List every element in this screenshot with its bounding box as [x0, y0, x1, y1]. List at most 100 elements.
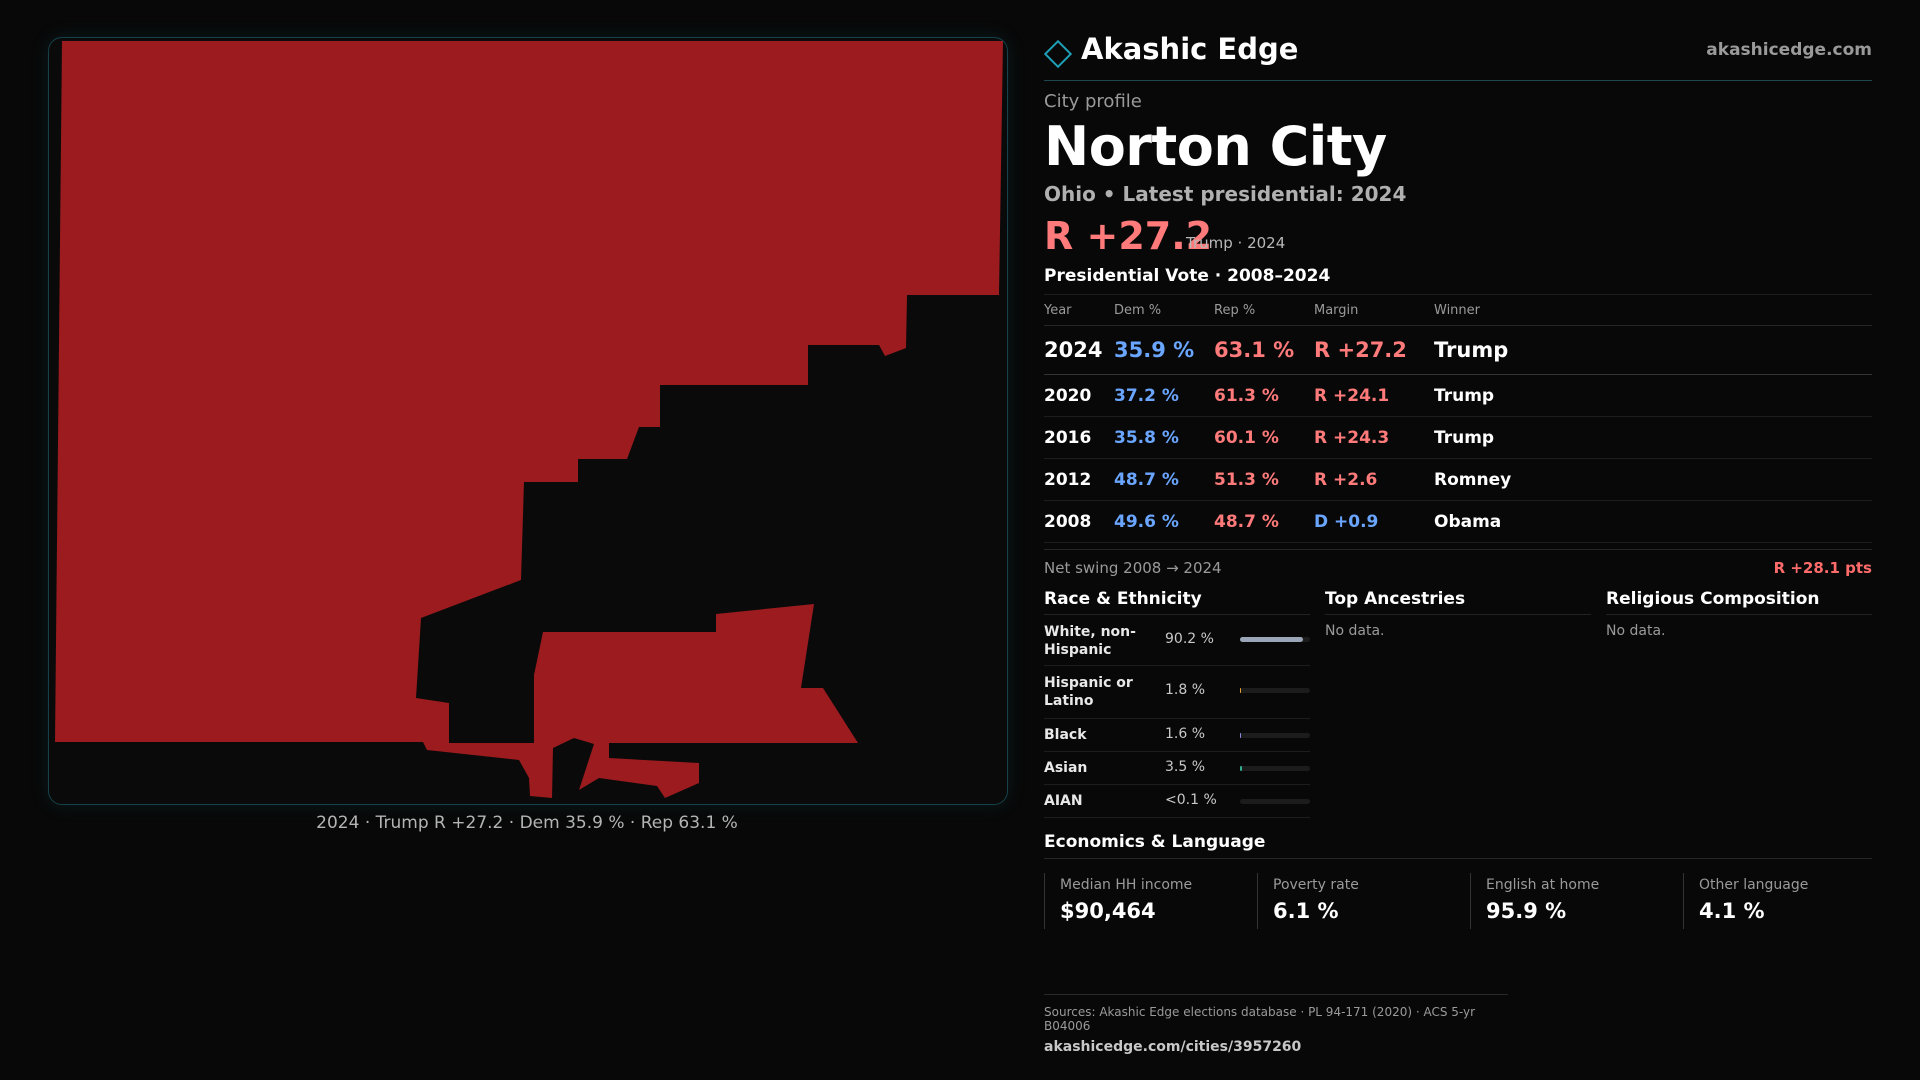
econ-label: Median HH income [1060, 877, 1193, 893]
econ-card-poverty: Poverty rate 6.1 % [1257, 873, 1447, 929]
race-value: 1.8 % [1165, 682, 1206, 698]
header-winner: Winner [1434, 295, 1872, 326]
econ-value: $90,464 [1060, 899, 1156, 923]
cell-year: 2016 [1044, 416, 1114, 459]
ancestries-empty: No data. [1325, 623, 1385, 639]
cell-dem: 35.8 % [1114, 416, 1214, 459]
race-section-title: Race & Ethnicity [1044, 584, 1310, 615]
cell-year: 2020 [1044, 374, 1114, 417]
econ-card-english: English at home 95.9 % [1470, 873, 1660, 929]
cell-rep: 51.3 % [1214, 458, 1314, 501]
header-rep: Rep % [1214, 295, 1314, 326]
header-margin: Margin [1314, 295, 1434, 326]
headline-margin: R +27.2 [1044, 214, 1213, 258]
net-swing-label: Net swing 2008 → 2024 [1044, 559, 1222, 577]
race-label: Asian [1044, 760, 1088, 776]
cell-year: 2012 [1044, 458, 1114, 501]
cell-winner: Trump [1434, 325, 1872, 375]
race-label: White, non-Hispanic [1044, 624, 1136, 658]
cell-year: 2008 [1044, 500, 1114, 543]
net-swing: Net swing 2008 → 2024 R +28.1 pts [1044, 549, 1872, 584]
economics-cards: Median HH income $90,464 Poverty rate 6.… [1044, 873, 1872, 943]
sources-url-link[interactable]: akashicedge.com/cities/3957260 [1044, 1039, 1302, 1055]
cell-dem: 35.9 % [1114, 325, 1214, 375]
race-bar [1240, 637, 1310, 642]
race-row: Asian 3.5 % [1044, 752, 1310, 785]
brand-url-link[interactable]: akashicedge.com [1706, 40, 1872, 60]
race-label: AIAN [1044, 793, 1083, 809]
race-bar-fill [1240, 637, 1304, 642]
header-dem: Dem % [1114, 295, 1214, 326]
page-kicker: City profile [1044, 91, 1142, 112]
brand-header: Akashic Edge akashicedge.com [1043, 30, 1872, 81]
race-bar-fill [1240, 766, 1243, 771]
race-row: AIAN <0.1 % [1044, 785, 1310, 818]
race-value: 1.6 % [1165, 726, 1206, 742]
race-bar-fill [1240, 733, 1242, 738]
cell-dem: 49.6 % [1114, 500, 1214, 543]
brand-name[interactable]: Akashic Edge [1081, 32, 1299, 66]
table-row: 2016 35.8 % 60.1 % R +24.3 Trump [1044, 416, 1872, 459]
race-row: White, non-Hispanic 90.2 % [1044, 615, 1310, 666]
cell-dem: 48.7 % [1114, 458, 1214, 501]
race-row: Hispanic or Latino 1.8 % [1044, 666, 1310, 719]
cell-rep: 48.7 % [1214, 500, 1314, 543]
headline-result: R +27.2 Trump · 2024 [1044, 214, 1872, 258]
race-bar [1240, 799, 1310, 804]
cell-margin: D +0.9 [1314, 500, 1434, 543]
econ-card-income: Median HH income $90,464 [1044, 873, 1234, 929]
econ-value: 6.1 % [1273, 899, 1339, 923]
vote-section-title: Presidential Vote · 2008–2024 [1044, 266, 1872, 295]
cell-year: 2024 [1044, 325, 1114, 375]
sources-footer: Sources: Akashic Edge elections database… [1044, 994, 1508, 1055]
table-row: 2008 49.6 % 48.7 % D +0.9 Obama [1044, 500, 1872, 543]
race-row: Black 1.6 % [1044, 719, 1310, 752]
cell-winner: Trump [1434, 416, 1872, 459]
cell-margin: R +27.2 [1314, 325, 1434, 375]
econ-card-other-language: Other language 4.1 % [1683, 873, 1873, 929]
cell-rep: 60.1 % [1214, 416, 1314, 459]
cell-margin: R +24.1 [1314, 374, 1434, 417]
economics-section-title: Economics & Language [1044, 826, 1872, 859]
econ-label: English at home [1486, 877, 1600, 893]
econ-value: 95.9 % [1486, 899, 1567, 923]
presidential-vote-table: Year Dem % Rep % Margin Winner 2024 35.9… [1044, 295, 1872, 543]
cell-margin: R +2.6 [1314, 458, 1434, 501]
diamond-icon [1043, 39, 1073, 69]
net-swing-value: R +28.1 pts [1773, 559, 1872, 577]
page-subtitle: Ohio • Latest presidential: 2024 [1044, 182, 1407, 206]
table-row: 2020 37.2 % 61.3 % R +24.1 Trump [1044, 374, 1872, 417]
city-boundary-shape [55, 41, 1003, 798]
cell-rep: 63.1 % [1214, 325, 1314, 375]
race-bar [1240, 688, 1310, 693]
race-label: Hispanic or Latino [1044, 675, 1133, 709]
religion-section: Religious Composition No data. [1606, 584, 1872, 639]
table-row: 2012 48.7 % 51.3 % R +2.6 Romney [1044, 458, 1872, 501]
econ-value: 4.1 % [1699, 899, 1765, 923]
religion-section-title: Religious Composition [1606, 584, 1872, 615]
race-value: 3.5 % [1165, 759, 1206, 775]
race-value: 90.2 % [1165, 631, 1214, 647]
cell-winner: Obama [1434, 500, 1872, 543]
race-ethnicity-section: Race & Ethnicity White, non-Hispanic 90.… [1044, 584, 1310, 818]
race-bar-fill [1240, 688, 1242, 693]
race-value: <0.1 % [1165, 792, 1217, 808]
table-row: 2024 35.9 % 63.1 % R +27.2 Trump [1044, 325, 1872, 375]
cell-winner: Trump [1434, 374, 1872, 417]
ancestries-section: Top Ancestries No data. [1325, 584, 1591, 639]
city-map[interactable] [48, 37, 1008, 805]
race-label: Black [1044, 727, 1087, 743]
race-bar [1240, 766, 1310, 771]
city-boundary-map[interactable] [49, 38, 1007, 804]
table-header-row: Year Dem % Rep % Margin Winner [1044, 295, 1872, 326]
sources-text: Sources: Akashic Edge elections database… [1044, 1005, 1476, 1033]
race-bar [1240, 733, 1310, 738]
religion-empty: No data. [1606, 623, 1666, 639]
econ-label: Other language [1699, 877, 1809, 893]
city-profile-panel: Akashic Edge akashicedge.com City profil… [1043, 30, 1872, 943]
cell-margin: R +24.3 [1314, 416, 1434, 459]
map-caption: 2024 · Trump R +27.2 · Dem 35.9 % · Rep … [316, 813, 738, 833]
header-year: Year [1044, 295, 1114, 326]
demographics-columns: Race & Ethnicity White, non-Hispanic 90.… [1044, 584, 1872, 826]
econ-label: Poverty rate [1273, 877, 1359, 893]
